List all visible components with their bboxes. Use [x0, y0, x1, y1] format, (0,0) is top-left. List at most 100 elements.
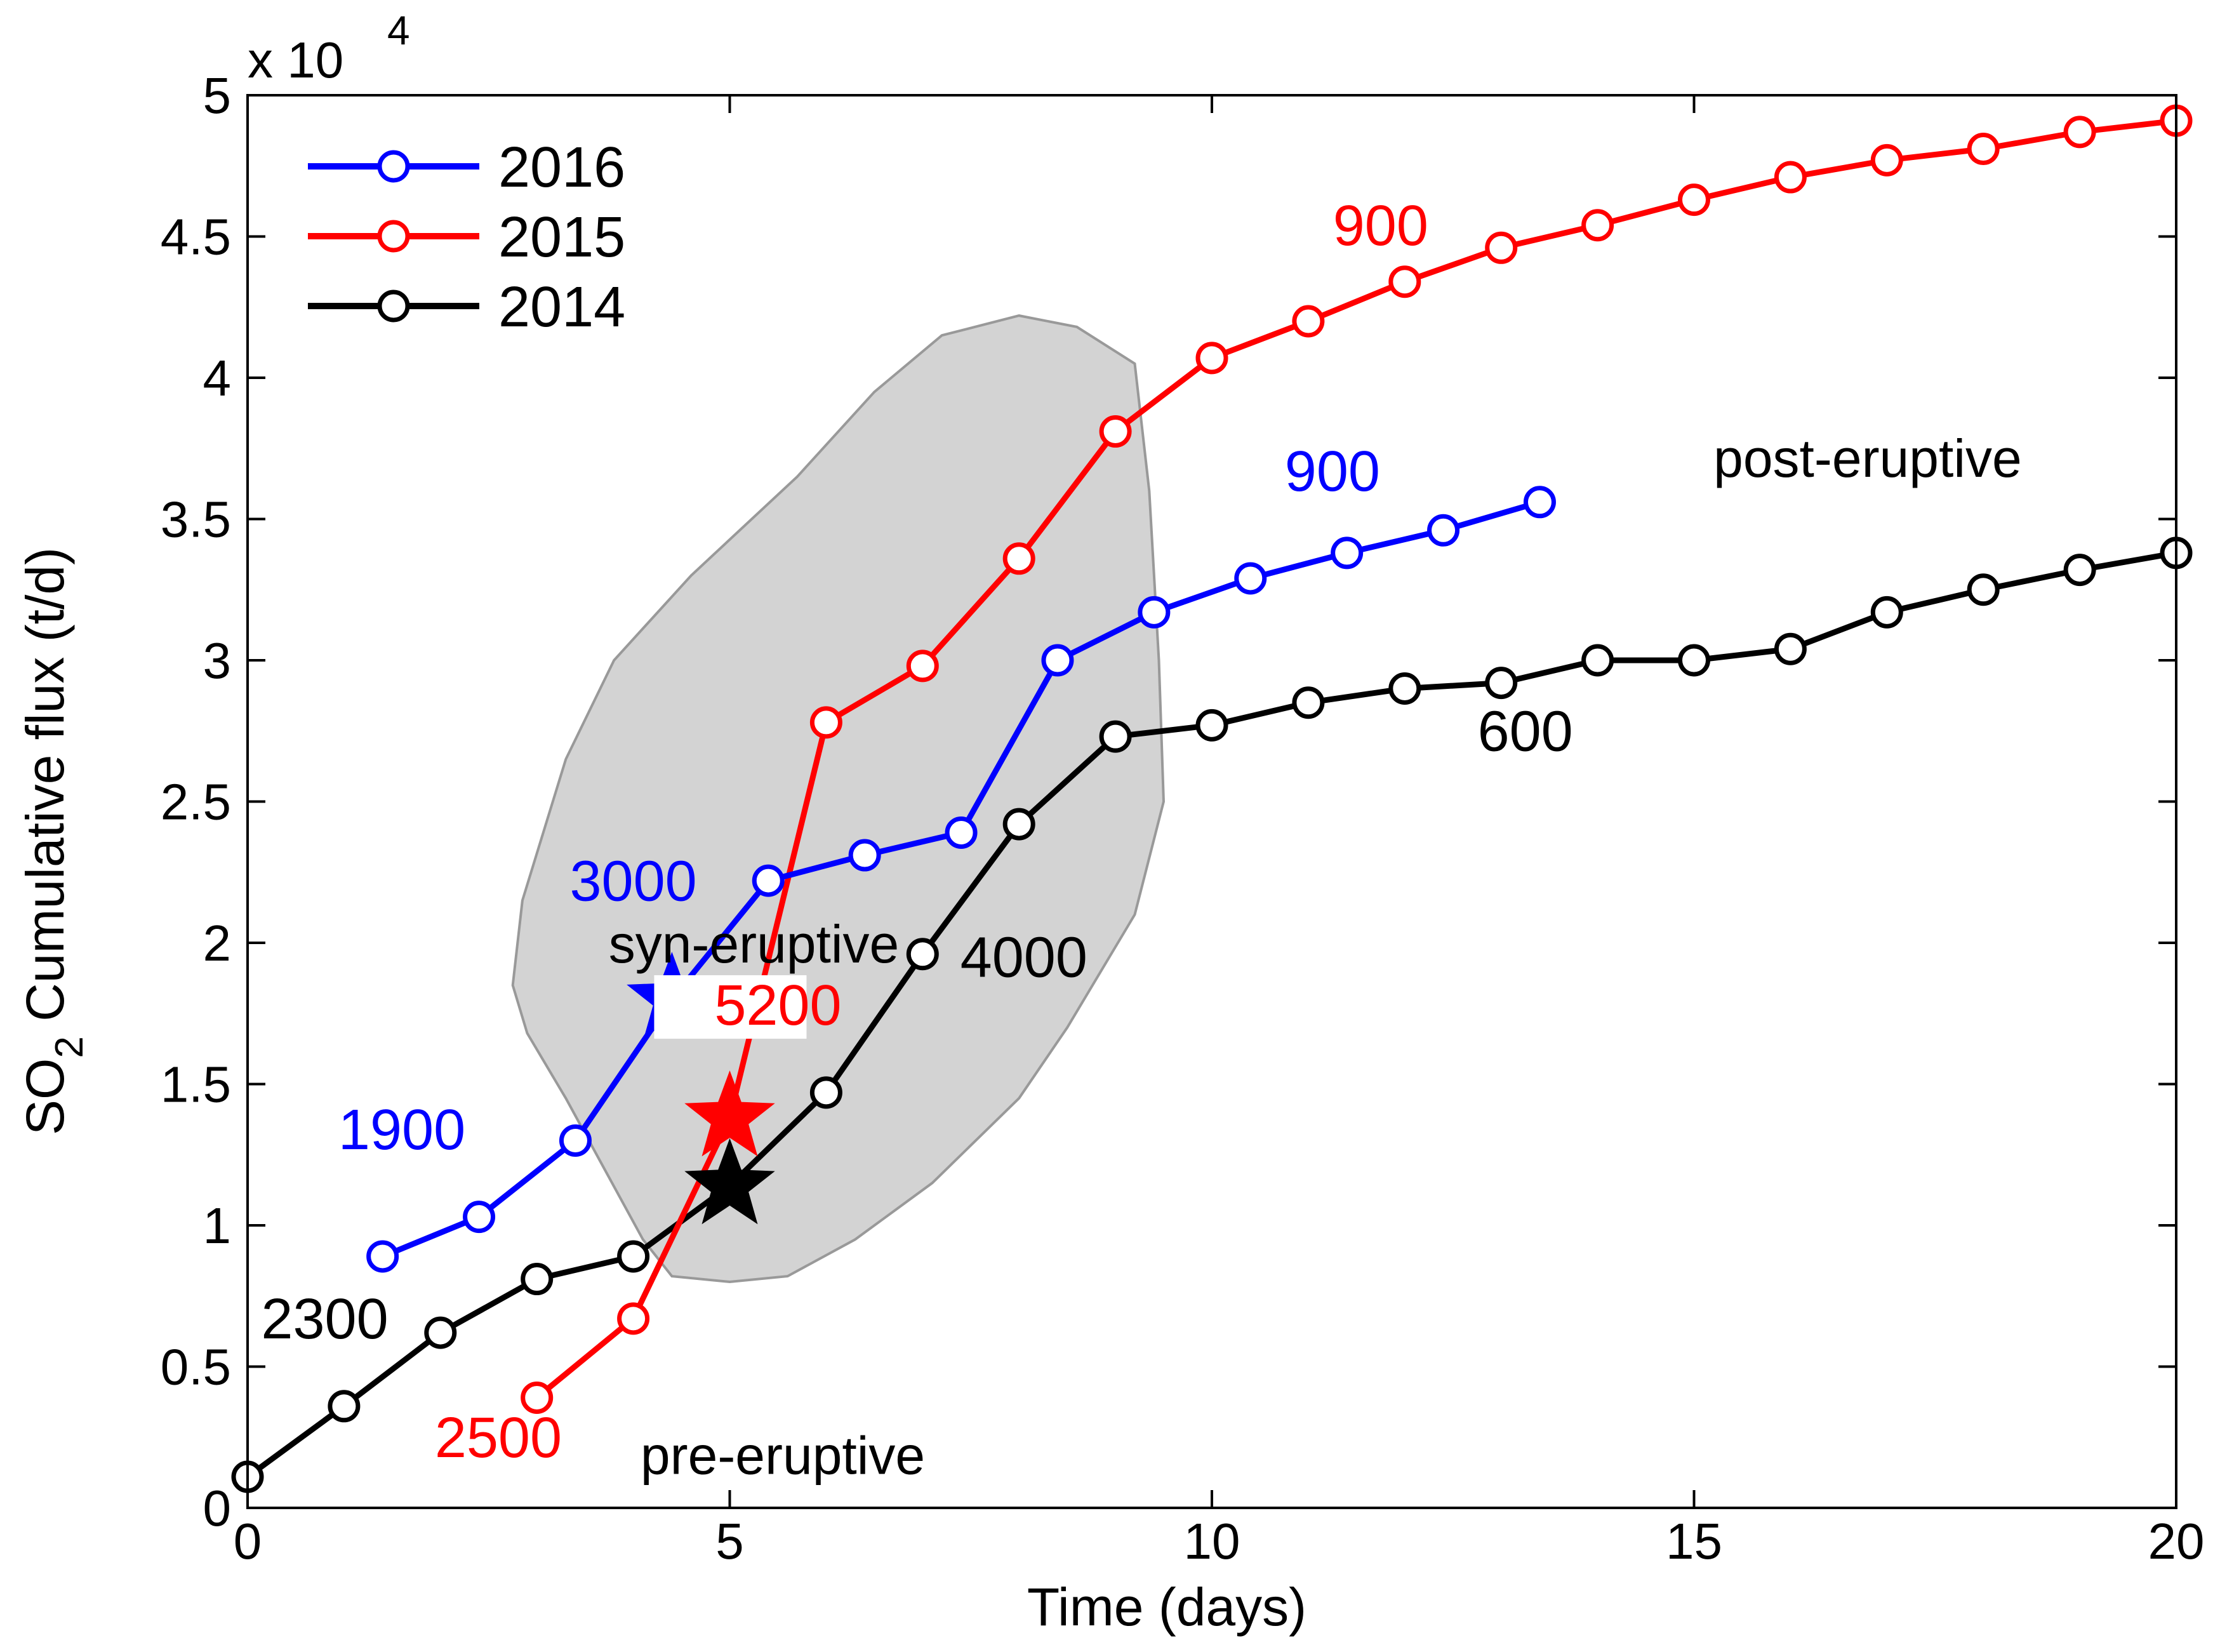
data-point-2015	[1870, 143, 1903, 177]
y-tick-label: 4	[203, 350, 232, 406]
annotation-box	[654, 975, 807, 1039]
legend-label-2016: 2016	[498, 136, 625, 199]
data-point-2015	[1581, 209, 1614, 242]
annotation-label: 2500	[435, 1406, 562, 1470]
data-point-2014	[1388, 672, 1421, 705]
annotation-label: 900	[1285, 440, 1380, 503]
data-point-2016	[559, 1124, 592, 1157]
legend-marker-2014	[377, 290, 410, 323]
plot-frame	[246, 94, 2177, 1509]
data-point-2014	[1195, 709, 1228, 742]
y-axis-title-main: SO	[15, 1058, 75, 1135]
axis-exponent-prefix: x 10	[248, 32, 343, 88]
svg-text:SO2 Cumulative flux (t/d): SO2 Cumulative flux (t/d)	[15, 547, 91, 1135]
data-point-2016	[1138, 596, 1171, 629]
y-axis-title-subscript: 2	[48, 1036, 91, 1058]
data-point-2014	[1002, 808, 1035, 841]
tick-labels: 0 5 10 15 20 0 0.5 1 1.5 2 2.5 3 3.5 4 4.5 5	[161, 67, 2205, 1569]
x-tick-label: 15	[1666, 1513, 1722, 1569]
y-tick-label: 2.5	[161, 774, 231, 830]
annotation-label: 5200	[714, 974, 841, 1037]
data-point-2014	[1774, 632, 1807, 665]
data-point-2015	[1292, 305, 1325, 338]
y-axis-title-rest: Cumulative flux (t/d)	[15, 547, 75, 1036]
x-tick-label: 20	[2148, 1513, 2205, 1569]
series-2016	[366, 486, 1556, 1273]
data-point-2015	[1002, 542, 1035, 575]
annotation-label: 3000	[569, 849, 696, 913]
data-point-2014	[1678, 644, 1710, 677]
data-point-2014	[809, 1076, 842, 1109]
data-point-2016	[463, 1201, 496, 1234]
data-point-2014	[1485, 667, 1518, 700]
data-point-2015	[617, 1302, 650, 1335]
data-point-2015	[809, 706, 842, 739]
data-point-2015	[1485, 231, 1518, 264]
region-label: pre-eruptive	[641, 1426, 925, 1486]
annotation-label: 4000	[960, 926, 1087, 989]
y-tick-label: 0	[203, 1480, 232, 1536]
y-tick-label: 4.5	[161, 209, 231, 265]
x-tick-label: 0	[234, 1513, 262, 1569]
legend-label-2014: 2014	[498, 276, 625, 339]
series-2014	[231, 536, 2193, 1493]
syn-eruptive-shaded-region	[511, 314, 1166, 1284]
data-point-2014	[1967, 573, 2000, 606]
data-point-2014	[1099, 720, 1132, 753]
y-tick-label: 0.5	[161, 1339, 231, 1396]
data-point-2016	[1331, 536, 1364, 570]
data-point-2015	[2063, 116, 2096, 149]
y-tick-label: 1.5	[161, 1056, 231, 1113]
region-label: post-eruptive	[1713, 429, 2022, 488]
data-point-2014	[521, 1263, 554, 1296]
data-point-2014	[617, 1240, 650, 1273]
data-point-2014	[1870, 596, 1903, 629]
data-point-2016	[945, 816, 978, 849]
data-point-2015	[1678, 183, 1710, 216]
data-point-2014	[328, 1390, 361, 1423]
annotations-layer: 1900 3000 900 900 5200 2500 2300 4000 600 syn-eru…	[261, 194, 2021, 1486]
data-point-2014	[1581, 644, 1614, 677]
data-point-2016	[1523, 486, 1556, 519]
data-point-2014	[1292, 686, 1325, 719]
data-point-2016	[1234, 562, 1267, 595]
y-tick-label: 3.5	[161, 491, 231, 548]
x-tick-label: 5	[715, 1513, 744, 1569]
data-point-2015	[1099, 415, 1132, 448]
region-label: syn-eruptive	[609, 914, 900, 974]
axis-exponent-power: 4	[387, 8, 410, 53]
annotation-label: 2300	[261, 1288, 388, 1351]
data-point-2015	[1195, 342, 1228, 375]
data-point-2014	[2063, 554, 2096, 587]
y-axis-title: SO2 Cumulative flux (t/d)	[15, 547, 91, 1135]
y-tick-label: 5	[203, 67, 232, 124]
annotation-label: 1900	[338, 1098, 465, 1162]
annotation-label: 900	[1333, 194, 1428, 258]
data-point-2015	[1388, 265, 1421, 298]
eruption-star-2014	[684, 1138, 775, 1225]
data-point-2016	[366, 1240, 399, 1273]
data-point-2015	[1774, 161, 1807, 194]
data-point-2016	[752, 864, 785, 897]
data-point-2015	[906, 649, 939, 683]
legend-label-2015: 2015	[498, 206, 625, 269]
eruption-star-2015	[684, 1070, 775, 1157]
annotation-label: 600	[1478, 700, 1573, 763]
data-point-2016	[1041, 644, 1074, 677]
data-point-2015	[521, 1381, 554, 1414]
data-point-2014	[906, 938, 939, 971]
legend-marker-2016	[377, 150, 410, 183]
data-point-2014	[424, 1316, 457, 1349]
data-point-2015	[1967, 133, 2000, 166]
x-tick-label: 10	[1184, 1513, 1240, 1569]
y-tick-label: 3	[203, 632, 232, 689]
series-2015	[521, 104, 2193, 1414]
data-point-2016	[1427, 514, 1460, 547]
series-layer	[231, 104, 2193, 1493]
x-axis-title: Time (days)	[1027, 1577, 1306, 1637]
legend: 2016 2015 2014	[308, 136, 625, 339]
y-tick-label: 1	[203, 1197, 232, 1254]
data-point-2016	[848, 839, 881, 872]
legend-marker-2015	[377, 220, 410, 253]
